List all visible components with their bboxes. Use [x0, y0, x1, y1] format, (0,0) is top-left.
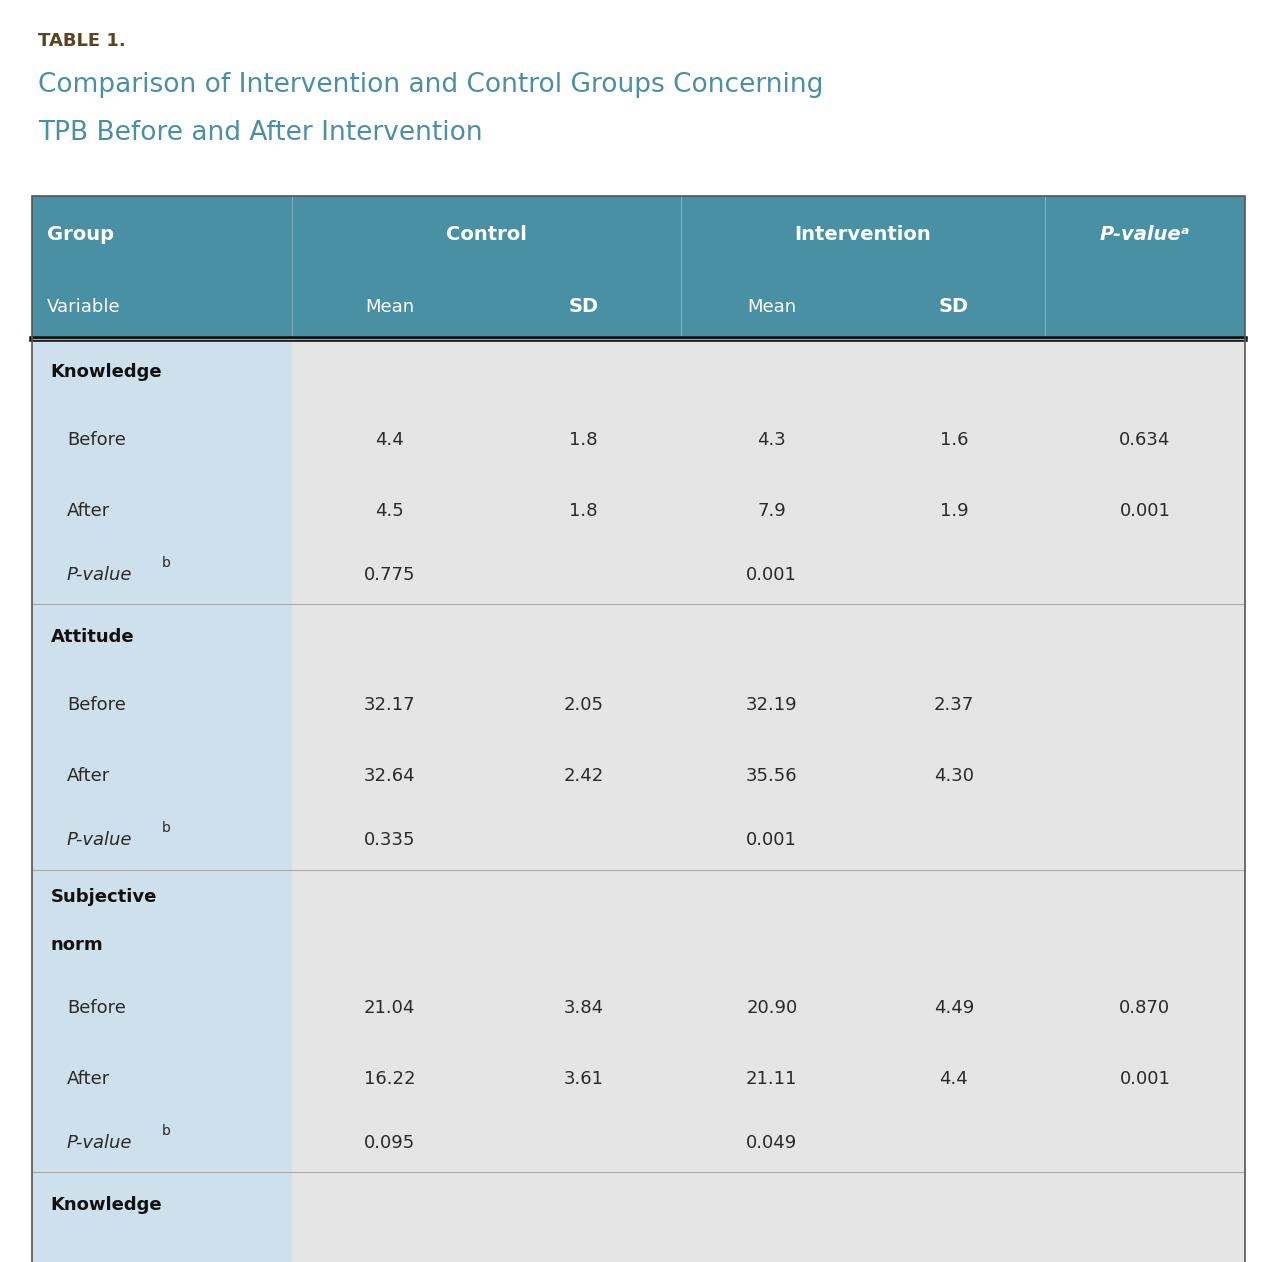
Text: SD: SD: [939, 297, 969, 317]
Bar: [292, 1044, 1245, 1114]
Text: b: b: [162, 555, 171, 569]
Bar: [32, 870, 292, 973]
Text: 0.001: 0.001: [1120, 1070, 1170, 1088]
Text: 32.17: 32.17: [364, 697, 416, 714]
Text: 32.64: 32.64: [364, 767, 416, 785]
Bar: [292, 1114, 1245, 1172]
Text: 21.04: 21.04: [364, 1000, 416, 1017]
Text: Subjective: Subjective: [51, 888, 157, 906]
Text: Intervention: Intervention: [795, 225, 932, 245]
Bar: [32, 1114, 292, 1172]
Text: 0.001: 0.001: [746, 832, 798, 849]
Text: SD: SD: [569, 297, 599, 317]
Text: 20.90: 20.90: [746, 1000, 798, 1017]
Text: 0.775: 0.775: [364, 567, 416, 584]
Text: P-valueᵃ: P-valueᵃ: [1100, 225, 1191, 245]
Bar: [32, 546, 292, 604]
Text: P-value: P-value: [67, 832, 133, 849]
Bar: [32, 811, 292, 870]
Text: 0.001: 0.001: [746, 567, 798, 584]
Bar: [292, 1172, 1245, 1238]
Text: Comparison of Intervention and Control Groups Concerning: Comparison of Intervention and Control G…: [38, 72, 823, 98]
Text: 1.8: 1.8: [570, 432, 598, 449]
Text: 0.870: 0.870: [1120, 1000, 1170, 1017]
Bar: [292, 741, 1245, 811]
Text: 7.9: 7.9: [757, 502, 786, 520]
Bar: [32, 196, 1245, 274]
Text: 4.4: 4.4: [375, 432, 404, 449]
Text: 16.22: 16.22: [364, 1070, 416, 1088]
Text: b: b: [162, 820, 171, 834]
Bar: [292, 476, 1245, 546]
Bar: [292, 870, 1245, 973]
Bar: [32, 741, 292, 811]
Text: Group: Group: [47, 225, 114, 245]
Bar: [32, 973, 292, 1044]
Text: 21.11: 21.11: [746, 1070, 798, 1088]
Text: Mean: Mean: [365, 298, 415, 316]
Text: Before: Before: [67, 432, 126, 449]
Text: 0.335: 0.335: [364, 832, 416, 849]
Text: Attitude: Attitude: [51, 628, 134, 646]
Bar: [32, 670, 292, 741]
Text: 3.84: 3.84: [564, 1000, 604, 1017]
Bar: [292, 339, 1245, 405]
Text: Variable: Variable: [47, 298, 120, 316]
Bar: [292, 973, 1245, 1044]
Text: Before: Before: [67, 697, 126, 714]
Bar: [32, 339, 292, 405]
Text: Mean: Mean: [747, 298, 796, 316]
Text: P-value: P-value: [67, 567, 133, 584]
Text: 0.634: 0.634: [1119, 432, 1170, 449]
Bar: [32, 604, 292, 670]
Text: TABLE 1.: TABLE 1.: [38, 32, 125, 49]
Text: 2.37: 2.37: [934, 697, 975, 714]
Text: norm: norm: [51, 936, 104, 954]
Text: 0.001: 0.001: [1120, 502, 1170, 520]
Bar: [292, 604, 1245, 670]
Text: 4.4: 4.4: [939, 1070, 968, 1088]
Bar: [32, 1044, 292, 1114]
Text: 35.56: 35.56: [746, 767, 798, 785]
Bar: [32, 476, 292, 546]
Text: Before: Before: [67, 1000, 126, 1017]
Bar: [32, 274, 1245, 339]
Text: 4.49: 4.49: [934, 1000, 975, 1017]
Text: 1.6: 1.6: [939, 432, 968, 449]
Text: 2.05: 2.05: [564, 697, 604, 714]
Bar: [292, 546, 1245, 604]
Bar: [32, 1238, 292, 1262]
Text: Knowledge: Knowledge: [51, 363, 162, 381]
Text: 4.3: 4.3: [757, 432, 786, 449]
Text: 4.5: 4.5: [375, 502, 404, 520]
Text: P-value: P-value: [67, 1135, 133, 1152]
Text: After: After: [67, 767, 110, 785]
Text: 1.9: 1.9: [939, 502, 968, 520]
Text: 0.095: 0.095: [364, 1135, 415, 1152]
Text: b: b: [162, 1123, 171, 1137]
Text: 3.61: 3.61: [564, 1070, 604, 1088]
Text: 32.19: 32.19: [746, 697, 798, 714]
Bar: [32, 405, 292, 476]
Bar: [292, 670, 1245, 741]
Text: 1.8: 1.8: [570, 502, 598, 520]
Text: 4.30: 4.30: [934, 767, 973, 785]
Bar: [32, 1172, 292, 1238]
Bar: [292, 811, 1245, 870]
Text: After: After: [67, 1070, 110, 1088]
Text: 2.42: 2.42: [564, 767, 604, 785]
Text: Knowledge: Knowledge: [51, 1196, 162, 1214]
Text: After: After: [67, 502, 110, 520]
Text: TPB Before and After Intervention: TPB Before and After Intervention: [38, 120, 483, 146]
Bar: [292, 405, 1245, 476]
Text: Control: Control: [446, 225, 527, 245]
Text: 0.049: 0.049: [746, 1135, 798, 1152]
Bar: [292, 1238, 1245, 1262]
